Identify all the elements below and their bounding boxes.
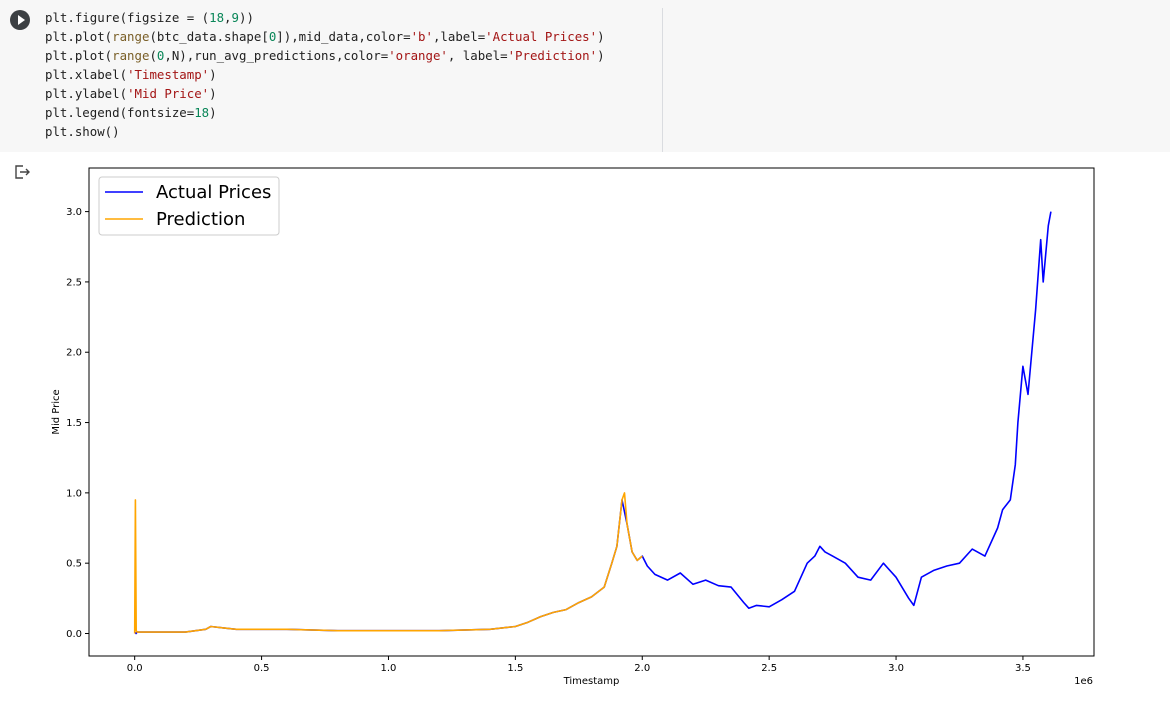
code-token: range — [112, 29, 149, 44]
legend-label-1: Prediction — [156, 209, 245, 230]
code-token: plt.plot( — [45, 29, 112, 44]
code-token: 'Timestamp' — [127, 67, 209, 82]
code-token: ) — [209, 67, 216, 82]
code-token: plt.xlabel( — [45, 67, 127, 82]
code-line: plt.plot(range(0,N),run_avg_predictions,… — [45, 46, 662, 65]
code-line: plt.legend(fontsize=18) — [45, 103, 662, 122]
code-token: 9 — [232, 10, 239, 25]
code-token: ) — [209, 86, 216, 101]
code-token: 18 — [194, 105, 209, 120]
code-token: ( — [149, 48, 156, 63]
code-text[interactable]: plt.figure(figsize = (18,9)) plt.plot(ran… — [38, 8, 662, 141]
y-tick-label: 0.5 — [66, 559, 82, 570]
code-token: 'Prediction' — [508, 48, 598, 63]
x-tick-label: 2.5 — [761, 663, 777, 674]
y-tick-label: 1.0 — [66, 488, 82, 499]
y-tick-label: 2.0 — [66, 348, 82, 359]
code-cell: plt.figure(figsize = (18,9)) plt.plot(ran… — [0, 0, 1170, 152]
plot-area — [89, 168, 1094, 656]
code-token: , label= — [448, 48, 508, 63]
x-tick-label: 1.5 — [507, 663, 523, 674]
code-editor[interactable]: plt.figure(figsize = (18,9)) plt.plot(ran… — [38, 8, 663, 152]
y-tick-label: 3.0 — [66, 207, 82, 218]
run-cell-button[interactable] — [10, 10, 30, 30]
code-token: 'Actual Prices' — [485, 29, 597, 44]
code-token: plt.plot( — [45, 48, 112, 63]
code-token: plt.figure(figsize = ( — [45, 10, 209, 25]
code-token: ) — [209, 105, 216, 120]
price-chart: 0.0 0.5 1.0 1.5 2.0 2.5 3.0 3.5 0.0 0.5 1.0 1.5 2.0 2… — [40, 160, 1150, 710]
x-tick-label: 0.5 — [254, 663, 270, 674]
legend-label-0: Actual Prices — [156, 182, 271, 203]
code-token: ) — [597, 29, 604, 44]
code-token: (btc_data.shape[ — [149, 29, 268, 44]
code-token: plt.ylabel( — [45, 86, 127, 101]
x-axis-label: Timestamp — [563, 676, 620, 687]
x-tick-label: 3.5 — [1015, 663, 1031, 674]
code-token: ]),mid_data,color= — [276, 29, 410, 44]
x-tick-label: 3.0 — [888, 663, 904, 674]
code-token: 'orange' — [388, 48, 448, 63]
y-axis-label: Mid Price — [51, 389, 62, 434]
code-token: range — [112, 48, 149, 63]
code-line: plt.xlabel('Timestamp') — [45, 65, 662, 84]
output-icon[interactable] — [12, 162, 32, 182]
y-tick-label: 0.0 — [66, 629, 82, 640]
code-token: )) — [239, 10, 254, 25]
code-line: plt.show() — [45, 122, 662, 141]
code-token: 18 — [209, 10, 224, 25]
code-line: plt.plot(range(btc_data.shape[0]),mid_da… — [45, 27, 662, 46]
y-tick-label: 1.5 — [66, 418, 82, 429]
code-token: plt.legend(fontsize= — [45, 105, 194, 120]
x-offset-label: 1e6 — [1074, 676, 1093, 687]
code-token: ,label= — [433, 29, 485, 44]
code-token: 'Mid Price' — [127, 86, 209, 101]
x-tick-label: 0.0 — [127, 663, 143, 674]
code-line: plt.figure(figsize = (18,9)) — [45, 8, 662, 27]
x-tick-label: 2.0 — [634, 663, 650, 674]
code-token: ) — [597, 48, 604, 63]
code-token: 'b' — [411, 29, 433, 44]
x-tick-label: 1.0 — [381, 663, 397, 674]
code-line: plt.ylabel('Mid Price') — [45, 84, 662, 103]
y-tick-label: 2.5 — [66, 277, 82, 288]
code-token: ,N),run_avg_predictions,color= — [164, 48, 388, 63]
code-token: plt.show() — [45, 124, 120, 139]
code-token: , — [224, 10, 231, 25]
